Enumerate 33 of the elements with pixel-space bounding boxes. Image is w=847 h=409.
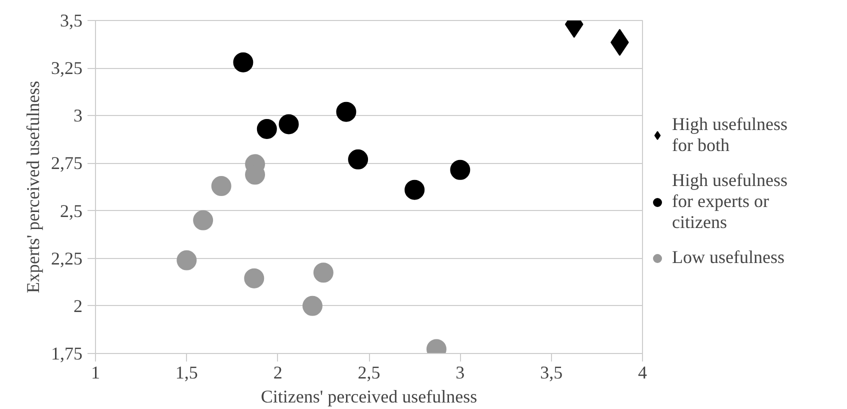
point [348,149,368,170]
y-tick-label: 3,25 [51,58,82,78]
x-tick-label: 2 [273,362,282,382]
y-tick-label: 2 [74,296,82,316]
y-tick-label: 2,25 [51,248,82,268]
y-axis-title: Experts' perceived usefulness [23,80,43,294]
y-tick-label: 1,75 [51,344,82,364]
point [211,176,232,196]
point [336,102,356,122]
x-axis-title: Citizens' perceived usefulness [260,386,478,406]
x-tick-label: 1,5 [175,362,198,382]
x-tick-label: 1 [91,362,100,382]
x-tick-label: 3,5 [540,362,563,382]
point [313,262,334,283]
y-tick-label: 3 [74,106,82,126]
point [244,268,264,288]
point [233,52,254,72]
x-tick-label: 2,5 [358,362,380,382]
x-tick-label: 4 [638,362,647,382]
point [193,210,214,230]
y-tick-label: 2,75 [51,153,82,174]
legend-label: High usefulness for both [672,114,788,156]
y-tick-label: 2,5 [60,200,82,221]
point [176,250,197,270]
legend-label: High usefulness for experts or citizens [672,170,788,233]
point [256,118,277,139]
point [404,180,425,200]
point [450,160,470,180]
legend-label: Low usefulness [672,247,784,268]
x-tick-label: 3 [456,362,465,382]
point [278,114,299,134]
point [302,296,322,316]
y-tick-label: 3,5 [60,10,82,30]
